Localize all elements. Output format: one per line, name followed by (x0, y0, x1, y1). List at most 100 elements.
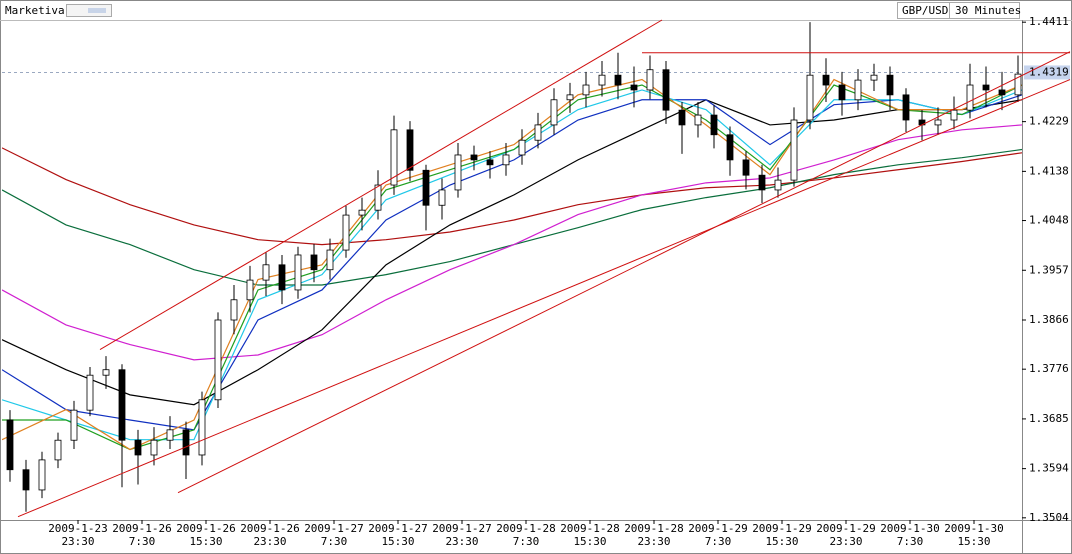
x-tick-label: 2009-1-28 15:30 (560, 522, 620, 548)
candle-body (646, 69, 654, 91)
candle-body (822, 74, 830, 86)
candle-body (310, 254, 318, 271)
candle-body (726, 134, 734, 161)
y-tick-label: 1.3776 (1029, 362, 1069, 375)
candle-body (182, 429, 190, 456)
candle-body (150, 439, 158, 456)
candle-body (326, 249, 334, 271)
plot-area (2, 22, 1022, 512)
candle-body (86, 374, 94, 411)
moving-average (2, 124, 1022, 361)
candle-body (38, 459, 46, 491)
candle-body (438, 189, 446, 206)
candle-body (390, 129, 398, 186)
candle-body (294, 254, 302, 291)
candle-body (902, 94, 910, 121)
candle-body (742, 159, 750, 176)
candle-body (854, 79, 862, 101)
y-tick-label: 1.4138 (1029, 164, 1069, 177)
candle-body (870, 74, 878, 81)
moving-average (2, 99, 1022, 406)
symbol-box (897, 2, 1020, 19)
candle-body (966, 84, 974, 111)
timeframe: 30 Minutes (955, 4, 1021, 17)
candle-body (998, 89, 1006, 96)
last-price-label: 1.4319 (1029, 65, 1069, 78)
candle-body (806, 74, 814, 121)
x-tick-label: 2009-1-30 15:30 (944, 522, 1004, 548)
x-tick-label: 2009-1-30 7:30 (880, 522, 940, 548)
candle-body (246, 279, 254, 301)
candle-body (118, 369, 126, 441)
overlay: 1.4411 1.4229 1.4138 1.4048 1.3957 1.3866 1.37… (17, 15, 1071, 524)
x-tick-label: 2009-1-29 7:30 (688, 522, 748, 548)
toolbar-icon (88, 8, 106, 13)
candle-body (950, 109, 958, 121)
x-tick-label: 2009-1-26 7:30 (112, 522, 172, 548)
candle-body (406, 129, 414, 171)
candle-body (710, 114, 718, 136)
y-tick-label: 1.4048 (1029, 214, 1069, 227)
candle-body (502, 154, 510, 166)
candle-body (838, 84, 846, 101)
candle-body (694, 114, 702, 126)
app-name: Marketiva (5, 4, 65, 17)
candle-body (358, 209, 366, 216)
y-tick-label: 1.3685 (1029, 412, 1069, 425)
candle-body (614, 74, 622, 86)
candle-body (422, 169, 430, 206)
x-tick-label: 2009-1-27 15:30 (368, 522, 428, 548)
candle-body (54, 439, 62, 461)
candle-body (198, 399, 206, 456)
moving-average (2, 94, 1022, 431)
candle-body (582, 84, 590, 96)
candle-body (758, 174, 766, 191)
symbol: GBP/USD (902, 4, 948, 17)
candle-body (630, 84, 638, 91)
x-tick-label: 2009-1-27 23:30 (432, 522, 492, 548)
candle-body (790, 119, 798, 181)
y-tick-label: 1.4229 (1029, 115, 1069, 128)
candle-body (278, 264, 286, 291)
candle-body (982, 84, 990, 91)
y-tick-label: 1.3866 (1029, 313, 1069, 326)
x-tick-label: 2009-1-29 15:30 (752, 522, 812, 548)
candle-body (486, 159, 494, 166)
candle-body (470, 154, 478, 161)
trendline (17, 79, 1071, 518)
candle-body (262, 264, 270, 281)
candle-body (230, 299, 238, 321)
candle-body (886, 74, 894, 96)
candle-body (534, 124, 542, 141)
x-tick-label: 2009-1-28 23:30 (624, 522, 684, 548)
x-tick-label: 2009-1-28 7:30 (496, 522, 556, 548)
candle-body (374, 184, 382, 211)
candle-body (678, 109, 686, 126)
x-tick-label: 2009-1-26 23:30 (240, 522, 300, 548)
y-tick-label: 1.4411 (1029, 15, 1069, 28)
y-tick-label: 1.3957 (1029, 263, 1069, 276)
candle-body (934, 119, 942, 126)
candle-body (566, 94, 574, 101)
candle-body (70, 409, 78, 441)
x-tick-label: 2009-1-26 15:30 (176, 522, 236, 548)
candle-body (6, 419, 14, 471)
candle-body (774, 179, 782, 191)
candle-body (662, 69, 670, 111)
trendline (177, 51, 1071, 494)
candle-body (22, 469, 30, 491)
y-tick-label: 1.3504 (1029, 511, 1069, 524)
candle-body (102, 369, 110, 376)
trendline (99, 19, 663, 350)
candle-body (166, 429, 174, 441)
y-tick-label: 1.3594 (1029, 462, 1069, 475)
candle-body (598, 74, 606, 86)
candle-body (454, 154, 462, 191)
candle-body (134, 439, 142, 456)
candle-body (214, 319, 222, 401)
candle-body (342, 214, 350, 251)
x-tick-label: 2009-1-27 7:30 (304, 522, 364, 548)
